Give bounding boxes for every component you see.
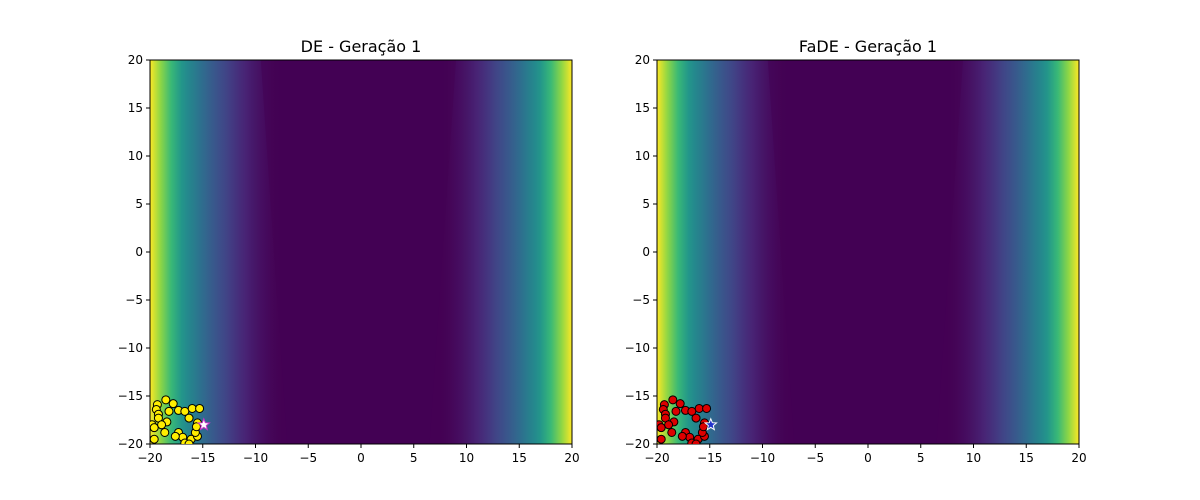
best-solution-star: [703, 417, 718, 431]
y-tick-label: 0: [642, 245, 650, 259]
x-tick-label: 10: [459, 451, 474, 465]
data-point: [657, 434, 666, 444]
data-point: [161, 395, 171, 405]
x-tick-label: −5: [299, 451, 317, 465]
x-tick-label: 20: [564, 451, 579, 465]
y-tick-label: 20: [128, 53, 143, 67]
x-tick-label: 10: [966, 451, 981, 465]
population-points: [657, 395, 718, 444]
y-tick-label: 5: [642, 197, 650, 211]
data-point: [671, 406, 681, 416]
chart-title: FaDE - Geração 1: [799, 37, 937, 56]
x-tick-label: 5: [410, 451, 418, 465]
x-tick-label: −10: [750, 451, 775, 465]
x-tick-label: −15: [190, 451, 215, 465]
y-tick-label: −15: [625, 389, 650, 403]
data-point: [160, 427, 170, 437]
x-tick-label: 15: [1019, 451, 1034, 465]
data-point: [677, 431, 687, 441]
data-point: [702, 403, 712, 413]
chart-panel-1: DE - Geração 1 −20 −15 −10 −5 0 5 10 15 20 20 15 10 5…: [118, 37, 580, 465]
data-point: [170, 431, 180, 441]
y-tick-label: 15: [128, 101, 143, 115]
y-tick-label: −15: [118, 389, 143, 403]
x-tick-label: 0: [357, 451, 365, 465]
x-tick-label: −5: [806, 451, 824, 465]
y-tick-label: 20: [635, 53, 650, 67]
data-point: [675, 399, 685, 409]
y-tick-label: −10: [625, 341, 650, 355]
best-solution-star: [196, 417, 211, 431]
x-tick-label: 15: [512, 451, 527, 465]
data-point: [150, 434, 159, 444]
data-point: [184, 439, 194, 444]
data-point: [691, 439, 701, 444]
y-tick-label: −20: [118, 437, 143, 451]
y-tick-label: 15: [635, 101, 650, 115]
data-point: [164, 406, 174, 416]
data-point: [691, 413, 701, 423]
x-tick-label: 5: [917, 451, 925, 465]
y-tick-label: 10: [128, 149, 143, 163]
contour-band: [260, 60, 456, 444]
data-point: [168, 399, 178, 409]
data-point: [657, 423, 666, 433]
data-point: [150, 423, 159, 433]
data-point: [157, 420, 167, 430]
y-tick-label: 0: [135, 245, 143, 259]
y-tick-label: −10: [118, 341, 143, 355]
x-tick-label: −15: [697, 451, 722, 465]
data-point: [668, 395, 678, 405]
x-tick-label: −20: [137, 451, 162, 465]
x-tick-label: −10: [243, 451, 268, 465]
x-tick-label: 0: [864, 451, 872, 465]
data-point: [694, 403, 704, 413]
y-tick-label: −5: [632, 293, 650, 307]
data-point: [667, 427, 677, 437]
contour-band: [767, 60, 963, 444]
y-tick-label: 5: [135, 197, 143, 211]
y-tick-label: −5: [125, 293, 143, 307]
data-point: [195, 403, 205, 413]
chart-panel-2: FaDE - Geração 1 −20 −15 −10 −5 0 5 10 15 20 20 15 1…: [625, 37, 1087, 465]
y-tick-label: −20: [625, 437, 650, 451]
chart-title: DE - Geração 1: [301, 37, 422, 56]
data-point: [187, 403, 197, 413]
data-point: [664, 420, 674, 430]
x-tick-label: −20: [644, 451, 669, 465]
y-tick-label: 10: [635, 149, 650, 163]
data-point: [698, 422, 708, 432]
x-tick-label: 20: [1071, 451, 1086, 465]
data-point: [191, 422, 201, 432]
data-point: [184, 413, 194, 423]
population-points: [150, 395, 211, 444]
